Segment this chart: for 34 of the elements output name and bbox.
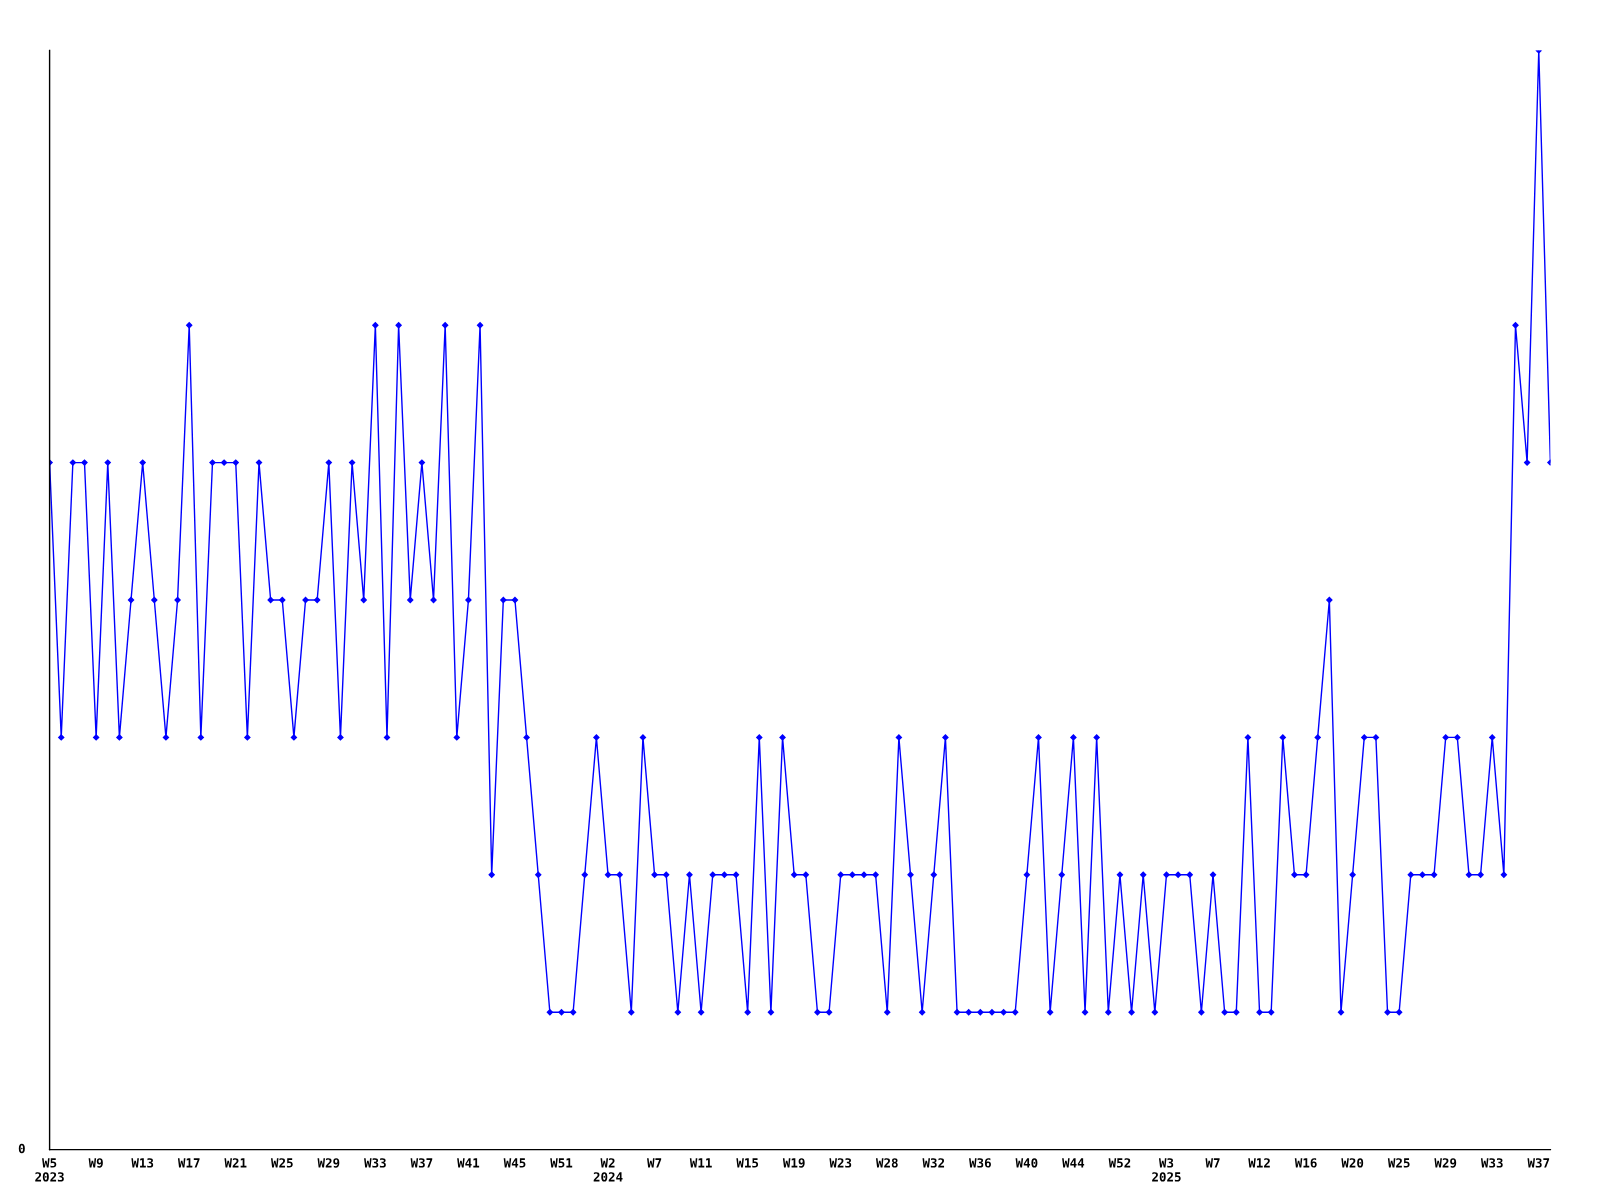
x-tick-label: W20	[1341, 1158, 1364, 1168]
x-tick-label: W9	[88, 1158, 103, 1168]
x-tick-label: W21	[224, 1158, 247, 1168]
x-tick-label: W37	[1527, 1158, 1550, 1168]
x-tick-label: W13	[131, 1158, 154, 1168]
x-tick-label: W2 2024	[593, 1158, 623, 1182]
x-tick-label: W15	[736, 1158, 759, 1168]
x-tick-label: W41	[457, 1158, 480, 1168]
x-tick-label: W17	[177, 1158, 200, 1168]
x-tick-label: W19	[782, 1158, 805, 1168]
x-tick-label: W29	[1434, 1158, 1457, 1168]
x-tick-label: W7	[1205, 1158, 1220, 1168]
x-tick-label: W52	[1108, 1158, 1131, 1168]
text: 0	[18, 1143, 25, 1154]
x-tick-label: W25	[1387, 1158, 1410, 1168]
x-tick-label: W23	[829, 1158, 852, 1168]
x-tick-label: W33	[1480, 1158, 1503, 1168]
x-tick-label: W12	[1248, 1158, 1270, 1168]
x-tick-label: W45	[503, 1158, 526, 1168]
x-tick-label: W3 2025	[1152, 1158, 1181, 1182]
x-tick-label: W11	[689, 1158, 712, 1168]
x-tick-label: W5 2023	[35, 1158, 64, 1182]
x-tick-label: W51	[550, 1158, 573, 1168]
x-tick-label: W40	[1015, 1158, 1038, 1168]
x-tick-label: W29	[317, 1158, 340, 1168]
x-tick-label: W33	[364, 1158, 386, 1168]
x-tick-label: W37	[410, 1158, 433, 1168]
x-tick-label: W16	[1294, 1158, 1317, 1168]
x-tick-label: W25	[270, 1158, 293, 1168]
x-tick-label: W7	[647, 1158, 662, 1168]
x-tick-label: W32	[922, 1158, 945, 1168]
x-tick-label: W28	[875, 1158, 898, 1168]
x-tick-label: W44	[1062, 1158, 1085, 1168]
x-tick-label: W36	[969, 1158, 991, 1168]
